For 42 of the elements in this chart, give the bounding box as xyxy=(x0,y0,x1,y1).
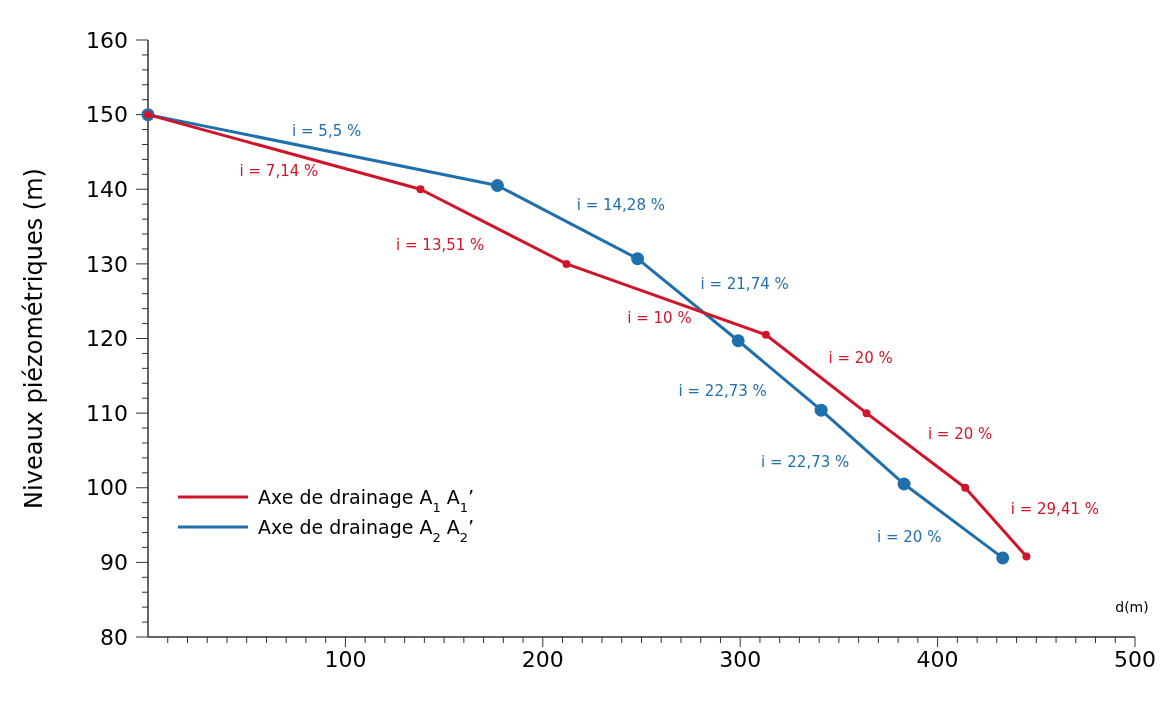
x-tick-label: 400 xyxy=(916,647,959,672)
point xyxy=(996,551,1010,565)
point xyxy=(416,185,425,194)
annotation: i = 22,73 % xyxy=(678,382,767,401)
y-tick-label: 110 xyxy=(86,400,128,426)
annotation: i = 7,14 % xyxy=(239,162,319,181)
x-tick-label: 100 xyxy=(324,647,367,672)
point xyxy=(862,409,871,418)
annotation: i = 20 % xyxy=(828,349,893,368)
point xyxy=(562,259,571,268)
x-axis-title: d(m) xyxy=(1115,599,1149,615)
y-tick-label: 100 xyxy=(86,475,128,501)
point xyxy=(761,330,770,339)
annotation: i = 5,5 % xyxy=(292,121,362,140)
y-tick-label: 80 xyxy=(100,624,128,650)
x-tick-label: 200 xyxy=(521,647,564,672)
y-tick-label: 150 xyxy=(86,102,128,128)
x-tick-label: 500 xyxy=(1114,647,1156,672)
point xyxy=(490,179,504,193)
annotation: i = 22,73 % xyxy=(761,453,850,472)
point xyxy=(814,403,828,417)
y-tick-label: 130 xyxy=(86,251,128,277)
annotation: i = 13,51 % xyxy=(396,235,485,254)
legend-label: Axe de drainage A$_{2}$ A$_{2}$’ xyxy=(258,515,475,545)
point xyxy=(1022,552,1031,561)
point xyxy=(731,334,745,348)
y-axis-title: Niveaux piézométriques (m) xyxy=(20,168,48,509)
y-tick-label: 140 xyxy=(86,176,128,202)
x-tick-label: 300 xyxy=(719,647,762,672)
annotation: i = 29,41 % xyxy=(1010,500,1100,519)
legend-label: Axe de drainage A$_{1}$ A$_{1}$’ xyxy=(258,485,475,515)
annotation: i = 14,28 % xyxy=(576,195,665,214)
annotation: i = 20 % xyxy=(877,528,942,547)
y-tick-label: 90 xyxy=(100,550,128,576)
annotation: i = 21,74 % xyxy=(700,275,789,294)
annotation: i = 10 % xyxy=(627,309,692,328)
annotation: i = 20 % xyxy=(927,424,993,443)
y-tick-label: 120 xyxy=(86,326,128,352)
point xyxy=(897,477,911,491)
y-tick-label: 160 xyxy=(86,27,128,53)
point xyxy=(631,252,645,266)
point xyxy=(961,483,970,492)
